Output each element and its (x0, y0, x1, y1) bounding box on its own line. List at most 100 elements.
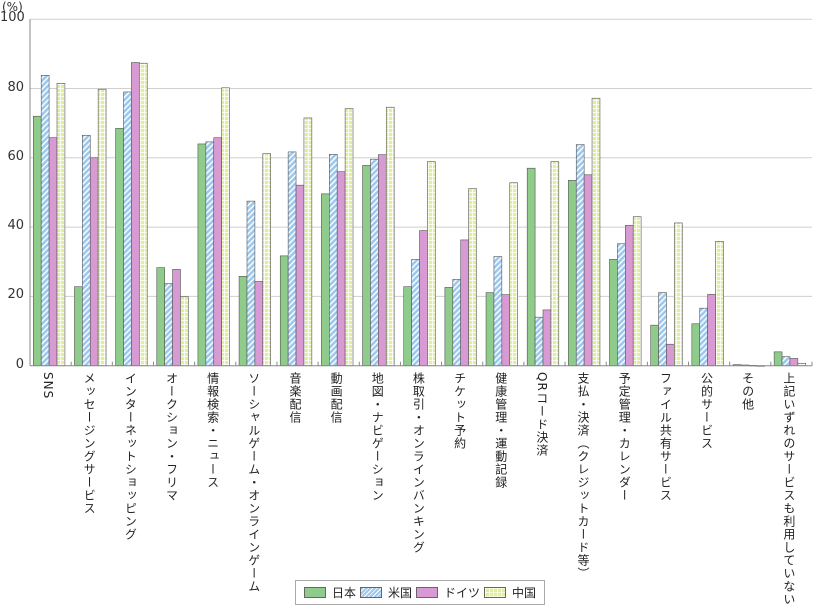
category-label: その他 (740, 372, 755, 411)
bar-中国-12 (550, 161, 560, 366)
y-tick-label: 100 (0, 10, 25, 26)
bar-ドイツ-3 (172, 269, 181, 366)
bar-米国-10 (452, 279, 461, 367)
bar-ドイツ-5 (254, 281, 264, 366)
bar-米国-0 (40, 75, 50, 367)
legend-label: 中国 (511, 586, 536, 600)
bar-ドイツ-14 (625, 225, 634, 366)
bar-中国-0 (56, 83, 66, 366)
category-label: 公的サービス (699, 372, 714, 450)
bar-米国-7 (329, 154, 338, 367)
bars (32, 62, 807, 367)
category-label: チケット予約 (452, 372, 467, 450)
bar-中国-3 (180, 296, 189, 366)
bar-日本-2 (115, 128, 124, 366)
legend-item: 日本 (303, 584, 356, 601)
bar-ドイツ-0 (48, 137, 58, 366)
bar-米国-15 (658, 292, 667, 367)
bar-米国-3 (164, 283, 173, 366)
bar-中国-11 (509, 182, 518, 366)
category-label: ファイル共有サービス (658, 372, 673, 502)
axes (29, 19, 813, 367)
bar-米国-12 (534, 316, 544, 367)
legend-label: ドイツ (443, 586, 480, 600)
legend-item: ドイツ (415, 584, 480, 601)
bar-ドイツ-2 (131, 62, 140, 367)
category-label: 地図・ナビゲーション (370, 372, 385, 502)
legend-label: 日本 (331, 586, 356, 600)
bar-日本-8 (362, 165, 371, 366)
bar-米国-16 (699, 307, 708, 367)
bar-ドイツ-16 (707, 294, 716, 367)
bar-中国-13 (591, 97, 601, 366)
bar-日本-7 (321, 193, 330, 366)
legend-swatch (303, 587, 326, 598)
bar-米国-13 (575, 144, 585, 366)
category-label: オークション・フリマ (164, 372, 179, 502)
bar-米国-2 (123, 91, 132, 366)
bar-日本-12 (526, 167, 536, 367)
bar-日本-6 (279, 255, 289, 366)
legend-swatch (483, 587, 506, 598)
bar-米国-1 (82, 134, 91, 366)
bar-中国-6 (303, 117, 313, 366)
bar-中国-1 (97, 88, 107, 366)
bar-米国-4 (205, 141, 215, 366)
bar-ドイツ-15 (666, 343, 675, 367)
category-label: 動画配信 (329, 372, 344, 424)
bar-ドイツ-10 (460, 239, 469, 367)
legend-swatch (415, 587, 438, 598)
category-label: 健康管理・運動記録 (493, 372, 508, 489)
bar-ドイツ-9 (419, 230, 428, 366)
legend: 日本 米国 ドイツ 中国 (295, 580, 545, 605)
category-label: 予定管理・カレンダー (617, 372, 632, 502)
bar-日本-9 (403, 286, 412, 366)
bar-ドイツ-1 (89, 157, 99, 366)
bar-日本-5 (238, 276, 248, 367)
bar-日本-10 (444, 287, 454, 366)
bar-米国-14 (617, 243, 626, 366)
bar-日本-3 (156, 267, 165, 367)
y-tick-label: 40 (7, 218, 24, 234)
bar-中国-7 (344, 108, 354, 366)
category-label: 情報検索・ニュース (205, 372, 220, 489)
bar-中国-15 (674, 222, 683, 366)
category-label: メッセージングサービス (82, 372, 97, 515)
bar-ドイツ-11 (501, 294, 511, 367)
bar-米国-11 (493, 256, 503, 366)
y-tick-label: 60 (7, 148, 24, 164)
legend-item: 中国 (483, 584, 536, 601)
bar-米国-18 (781, 356, 791, 367)
category-label: ソーシャルゲーム・オンラインゲーム (246, 372, 261, 593)
bar-日本-16 (691, 323, 701, 366)
bar-ドイツ-18 (789, 358, 799, 366)
bar-中国-2 (139, 62, 148, 367)
legend-swatch (359, 587, 382, 598)
category-label: 支払・決済（クレジットカード等） (576, 372, 591, 580)
bar-中国-14 (632, 216, 642, 366)
bar-中国-16 (715, 241, 724, 367)
bar-日本-13 (568, 180, 577, 366)
bar-日本-1 (74, 286, 83, 366)
bar-日本-11 (485, 292, 495, 367)
legend-label: 米国 (387, 586, 412, 600)
bar-米国-6 (287, 151, 297, 366)
y-tick-label: 80 (7, 79, 24, 95)
y-axis-unit-label: (%) (2, 0, 23, 14)
bar-中国-8 (385, 106, 395, 367)
legend-item: 米国 (359, 584, 412, 601)
category-label: 上記いずれのサービスも利用していない (781, 372, 796, 606)
y-tick-label: 20 (7, 287, 24, 303)
bar-ドイツ-4 (213, 137, 222, 366)
bar-米国-9 (411, 259, 420, 366)
bar-ドイツ-7 (336, 171, 346, 366)
bar-日本-0 (32, 115, 42, 366)
bar-中国-5 (262, 153, 271, 366)
category-label: 音楽配信 (287, 372, 302, 424)
y-tick-label: 0 (15, 356, 24, 372)
bar-ドイツ-8 (378, 154, 387, 366)
category-label: 株取引・オンラインバンキング (411, 372, 426, 554)
bar-中国-4 (221, 87, 230, 367)
category-label: インターネットショッピング (123, 372, 138, 541)
